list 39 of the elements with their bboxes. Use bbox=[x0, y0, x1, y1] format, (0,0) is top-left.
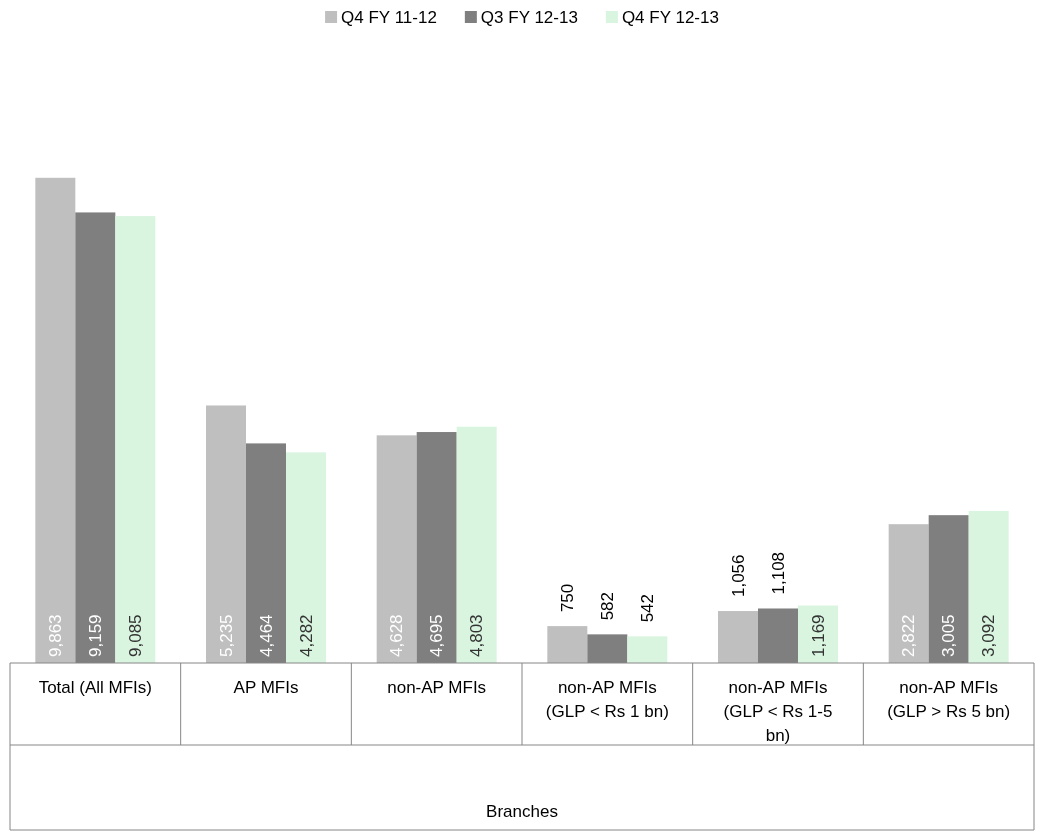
legend-label: Q3 FY 12-13 bbox=[480, 7, 578, 27]
data-label: 9,863 bbox=[45, 614, 65, 657]
data-label: 4,695 bbox=[427, 614, 447, 657]
data-label: 2,822 bbox=[899, 614, 919, 657]
x-tick-label: non-AP MFIs (GLP < Rs 1 bn) bbox=[545, 678, 669, 721]
bar bbox=[206, 405, 246, 663]
bar bbox=[888, 524, 929, 663]
data-label: 4,628 bbox=[387, 614, 407, 657]
data-label: 9,159 bbox=[85, 614, 105, 657]
legend-label: Q4 FY 12-13 bbox=[621, 7, 719, 27]
data-label: 5,235 bbox=[216, 614, 236, 657]
data-label: 1,056 bbox=[728, 554, 748, 598]
bar bbox=[456, 426, 497, 663]
data-label: 750 bbox=[557, 583, 577, 613]
bar bbox=[968, 510, 1009, 663]
data-label: 3,005 bbox=[939, 614, 959, 657]
x-tick-label: non-AP MFIs (GLP < Rs 1-5 bn) bbox=[723, 678, 833, 745]
legend-label: Q4 FY 11-12 bbox=[341, 7, 437, 27]
bar bbox=[547, 626, 588, 663]
data-label: 582 bbox=[597, 591, 617, 621]
data-label: 4,464 bbox=[256, 614, 276, 657]
x-tick-label: AP MFIs bbox=[233, 678, 299, 697]
data-label: 4,803 bbox=[467, 614, 487, 657]
x-axis-title: Branches bbox=[486, 802, 558, 821]
data-label: 542 bbox=[637, 593, 657, 623]
data-label: 1,108 bbox=[768, 551, 788, 595]
bar bbox=[627, 636, 668, 663]
x-tick-label: non-AP MFIs (GLP > Rs 5 bn) bbox=[887, 678, 1011, 721]
x-tick-label: non-AP MFIs bbox=[387, 678, 487, 697]
bar bbox=[35, 177, 76, 663]
data-label: 9,085 bbox=[125, 614, 145, 657]
bar bbox=[718, 611, 758, 663]
bar bbox=[115, 216, 156, 663]
bar bbox=[286, 452, 326, 663]
bar bbox=[376, 435, 417, 663]
data-label: 3,092 bbox=[979, 614, 999, 657]
data-label: 4,282 bbox=[296, 614, 316, 657]
data-label: 1,169 bbox=[808, 614, 828, 657]
x-tick-label: Total (All MFIs) bbox=[38, 678, 153, 697]
